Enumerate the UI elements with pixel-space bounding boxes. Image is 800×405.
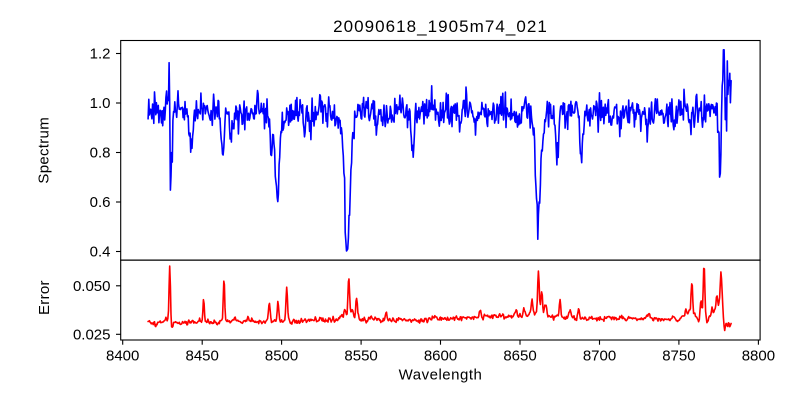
svg-text:8600: 8600	[424, 348, 457, 365]
svg-text:8800: 8800	[742, 348, 775, 365]
svg-text:0.4: 0.4	[90, 244, 111, 261]
svg-text:Error: Error	[36, 280, 53, 315]
svg-text:1.0: 1.0	[90, 95, 111, 112]
svg-text:1.2: 1.2	[90, 46, 111, 63]
svg-text:8550: 8550	[344, 348, 377, 365]
svg-text:0.050: 0.050	[73, 278, 111, 295]
svg-text:8500: 8500	[265, 348, 298, 365]
svg-text:20090618_1905m74_021: 20090618_1905m74_021	[333, 17, 548, 36]
svg-text:8700: 8700	[583, 348, 616, 365]
svg-text:0.8: 0.8	[90, 145, 111, 162]
svg-text:8650: 8650	[503, 348, 536, 365]
svg-text:Wavelength: Wavelength	[399, 367, 483, 384]
svg-text:8400: 8400	[106, 348, 139, 365]
svg-text:0.6: 0.6	[90, 194, 111, 211]
svg-text:Spectrum: Spectrum	[36, 117, 53, 184]
svg-text:8450: 8450	[186, 348, 219, 365]
svg-text:0.025: 0.025	[73, 326, 111, 343]
svg-text:8750: 8750	[662, 348, 695, 365]
